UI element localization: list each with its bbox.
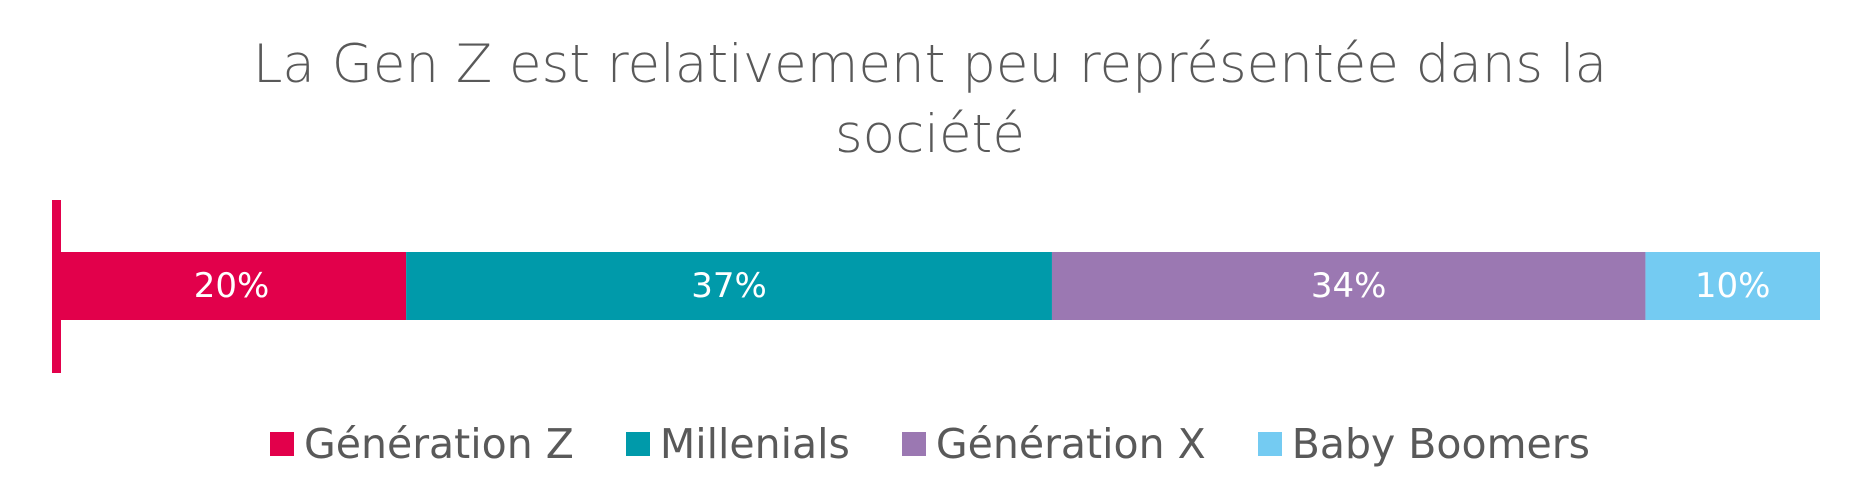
legend-item-baby-boomers: Baby Boomers: [1257, 420, 1590, 468]
bar-segment-baby-boomers: [1645, 252, 1820, 320]
data-label-baby-boomers: 10%: [1695, 266, 1771, 306]
chart-title-line-2: société: [835, 104, 1025, 165]
category-axis-line: [52, 200, 61, 373]
legend-swatch: [901, 432, 926, 456]
chart-legend: Génération Z Millenials Génération X Baby B…: [0, 416, 1860, 472]
legend-label: Génération Z: [304, 420, 574, 468]
legend-swatch: [270, 432, 294, 456]
legend-label: Millenials: [659, 420, 850, 468]
data-label-millenials: 37%: [691, 266, 767, 306]
data-label-generation-x: 34%: [1311, 266, 1387, 306]
data-label-generation-z: 20%: [194, 266, 270, 306]
legend-item-generation-z: Génération Z: [270, 420, 574, 468]
chart-title: La Gen Z est relativement peu représenté…: [0, 30, 1860, 170]
legend-label: Baby Boomers: [1291, 420, 1590, 468]
legend-swatch: [1257, 432, 1282, 456]
chart-title-line-1: La Gen Z est relativement peu représenté…: [252, 34, 1608, 95]
bar-segment-generation-x: [1051, 252, 1646, 320]
legend-label: Génération X: [935, 420, 1206, 468]
legend-item-millenials: Millenials: [625, 420, 850, 468]
bar-segment-generation-z: [57, 252, 407, 320]
legend-swatch: [625, 432, 650, 456]
legend-item-generation-x: Génération X: [901, 420, 1206, 468]
bar-segment-millenials: [406, 252, 1052, 320]
